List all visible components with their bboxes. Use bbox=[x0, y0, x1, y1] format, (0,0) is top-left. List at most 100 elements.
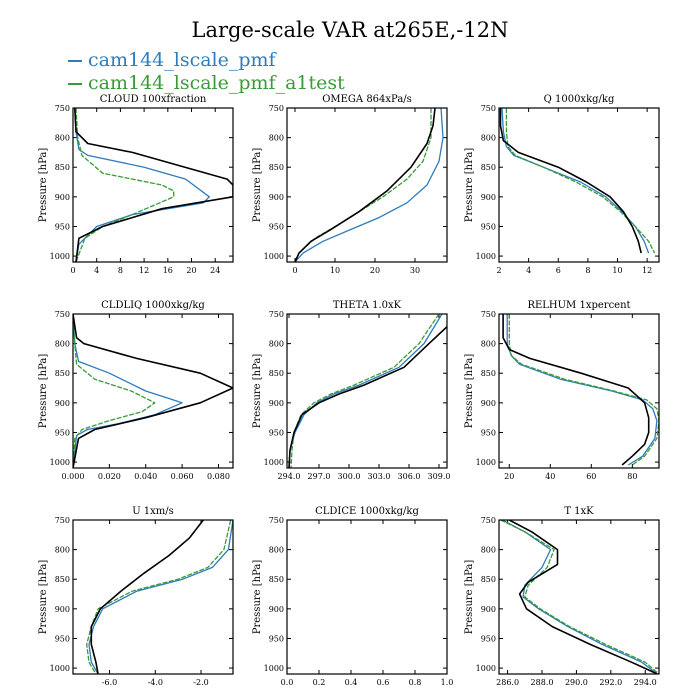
legend-line-icon bbox=[68, 60, 82, 62]
panel-title: CLDLIQ 1000xkg/kg bbox=[101, 300, 205, 311]
y-axis-label: Pressure [hPa] bbox=[252, 560, 263, 635]
x-tick-label: 286.0 bbox=[496, 678, 519, 687]
y-tick-label: 750 bbox=[55, 310, 70, 319]
panel-title: CLOUD 100xfraction bbox=[100, 94, 207, 105]
y-tick-label: 800 bbox=[269, 134, 284, 143]
y-axis-label: Pressure [hPa] bbox=[252, 354, 263, 429]
x-tick-label: 20 bbox=[186, 266, 196, 275]
x-tick-label: 0.0 bbox=[281, 678, 294, 687]
x-tick-label: 20 bbox=[370, 266, 380, 275]
y-axis-label: Pressure [hPa] bbox=[38, 354, 49, 429]
y-tick-label: 850 bbox=[481, 163, 496, 172]
y-tick-label: 950 bbox=[481, 222, 496, 231]
panel-frame bbox=[498, 107, 660, 263]
series-group bbox=[86, 520, 233, 674]
legend-line-icon bbox=[68, 83, 82, 85]
y-tick-label: 800 bbox=[481, 134, 496, 143]
x-tick-label: 8 bbox=[118, 266, 123, 275]
panel-frame bbox=[286, 313, 448, 469]
series-line-3 bbox=[502, 314, 650, 466]
series-line-2 bbox=[508, 314, 659, 466]
x-tick-label: 40 bbox=[545, 472, 555, 481]
series-line-1 bbox=[506, 314, 658, 466]
panel-4: CLDLIQ 1000xkg/kg Pressure [hPa] 750 800 850… bbox=[38, 300, 234, 481]
x-tick-label: 4 bbox=[526, 266, 531, 275]
y-tick-label: 800 bbox=[481, 340, 496, 349]
y-tick-label: 850 bbox=[55, 575, 70, 584]
panel-frame bbox=[498, 519, 660, 675]
y-tick-label: 1000 bbox=[50, 252, 70, 261]
x-tick-label: 8 bbox=[585, 266, 590, 275]
y-tick-label: 950 bbox=[55, 634, 70, 643]
y-tick-label: 900 bbox=[481, 193, 496, 202]
y-axis-label: Pressure [hPa] bbox=[464, 148, 475, 223]
legend-entry-lscale-pmf-a1test: cam144_lscale_pmf_a1test bbox=[68, 72, 345, 94]
x-tick-label: 12 bbox=[642, 266, 652, 275]
y-tick-label: 850 bbox=[269, 575, 284, 584]
y-tick-label: 950 bbox=[269, 428, 284, 437]
series-line-1 bbox=[502, 520, 658, 674]
x-tick-label: 300.0 bbox=[338, 472, 361, 481]
x-tick-label: -4.0 bbox=[148, 678, 163, 687]
y-tick-label: 950 bbox=[481, 428, 496, 437]
y-axis-label: Pressure [hPa] bbox=[38, 148, 49, 223]
x-tick-label: 0.040 bbox=[134, 472, 157, 481]
panel-3: Q 1000xkg/kg Pressure [hPa] 750 800 850 900 95… bbox=[464, 94, 660, 275]
y-tick-label: 1000 bbox=[264, 458, 284, 467]
panel-title: OMEGA 864xPa/s bbox=[322, 94, 412, 105]
y-tick-label: 800 bbox=[269, 340, 284, 349]
y-tick-label: 900 bbox=[269, 399, 284, 408]
series-line-3 bbox=[74, 108, 233, 262]
y-tick-label: 900 bbox=[55, 193, 70, 202]
x-tick-label: 0.6 bbox=[377, 678, 390, 687]
panel-frame bbox=[498, 313, 660, 469]
x-tick-label: 292.0 bbox=[599, 678, 622, 687]
x-tick-label: 0.2 bbox=[313, 678, 326, 687]
series-group bbox=[74, 108, 233, 262]
legend-label: cam144_lscale_pmf bbox=[88, 49, 276, 71]
y-tick-label: 850 bbox=[481, 369, 496, 378]
panel-5: THETA 1.0xK Pressure [hPa] 750 800 850 900 950… bbox=[252, 300, 450, 481]
y-tick-label: 850 bbox=[481, 575, 496, 584]
y-tick-label: 1000 bbox=[264, 664, 284, 673]
x-tick-label: 20 bbox=[504, 472, 514, 481]
y-tick-label: 900 bbox=[269, 193, 284, 202]
x-tick-label: 294.0 bbox=[278, 472, 301, 481]
x-tick-label: 10 bbox=[330, 266, 340, 275]
x-tick-label: 290.0 bbox=[565, 678, 588, 687]
panel-frame bbox=[72, 107, 234, 263]
panel-title: RELHUM 1xpercent bbox=[527, 300, 630, 311]
y-tick-label: 750 bbox=[481, 310, 496, 319]
x-tick-label: 0 bbox=[292, 266, 297, 275]
series-line-2 bbox=[290, 314, 440, 468]
x-tick-label: 294.0 bbox=[634, 678, 657, 687]
panel-frame bbox=[72, 313, 234, 469]
legend-entry-lscale-pmf: cam144_lscale_pmf bbox=[68, 49, 276, 71]
y-tick-label: 1000 bbox=[264, 252, 284, 261]
series-group bbox=[288, 314, 447, 468]
x-tick-label: 24 bbox=[210, 266, 220, 275]
legend-label: cam144_lscale_pmf_a1test bbox=[88, 72, 345, 94]
series-line-1 bbox=[501, 108, 650, 254]
y-tick-label: 800 bbox=[269, 546, 284, 555]
x-tick-label: 0.8 bbox=[409, 678, 422, 687]
y-tick-label: 900 bbox=[481, 399, 496, 408]
series-line-1 bbox=[288, 314, 443, 468]
series-group bbox=[73, 314, 233, 468]
series-line-1 bbox=[74, 108, 210, 262]
y-tick-label: 750 bbox=[55, 104, 70, 113]
y-tick-label: 950 bbox=[481, 634, 496, 643]
panel-frame bbox=[286, 107, 448, 263]
x-tick-label: 0.000 bbox=[62, 472, 85, 481]
panel-6: RELHUM 1xpercent Pressure [hPa] 750 800 850 9… bbox=[464, 300, 660, 481]
panel-title: T 1xK bbox=[564, 506, 594, 517]
y-axis-label: Pressure [hPa] bbox=[252, 148, 263, 223]
series-group bbox=[294, 108, 444, 262]
y-tick-label: 800 bbox=[55, 134, 70, 143]
series-line-3 bbox=[288, 325, 447, 468]
series-line-3 bbox=[294, 108, 436, 262]
y-tick-label: 850 bbox=[55, 163, 70, 172]
series-line-3 bbox=[90, 520, 204, 674]
